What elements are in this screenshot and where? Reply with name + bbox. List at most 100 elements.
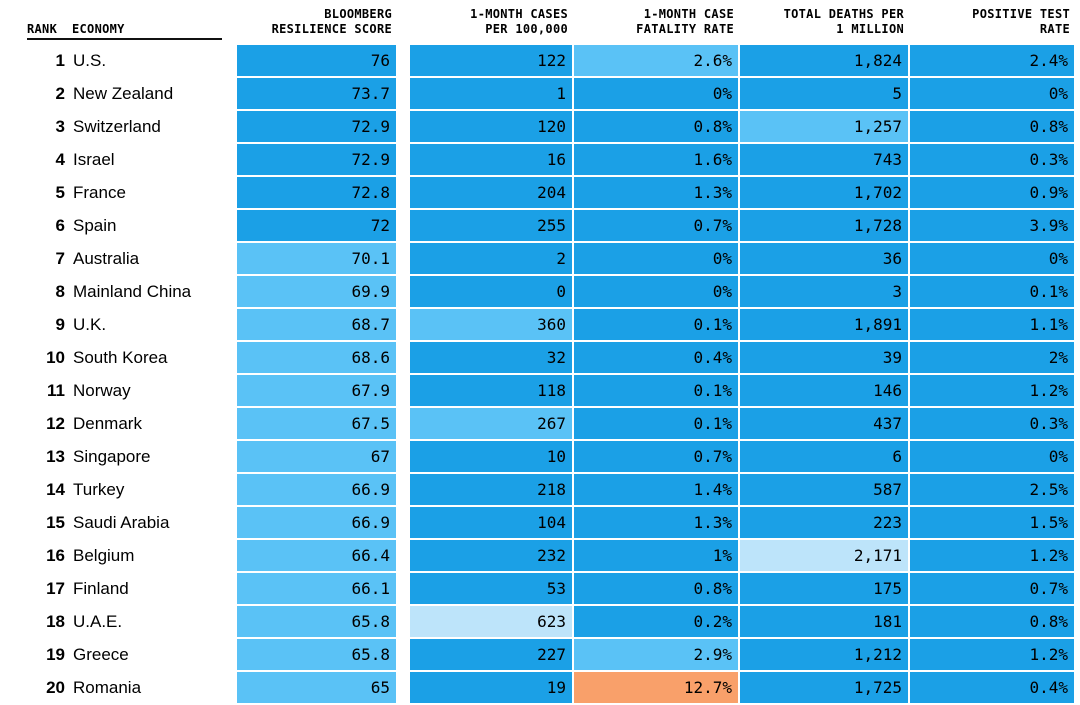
- deaths-cell: 181: [740, 606, 908, 637]
- cases-cell: 122: [410, 45, 572, 76]
- cases-cell: 2: [410, 243, 572, 274]
- deaths-cell: 743: [740, 144, 908, 175]
- rank-cell: 8: [55, 282, 65, 301]
- score-cell: 72.8: [237, 177, 396, 208]
- score-cell: 72.9: [237, 144, 396, 175]
- positivity-cell: 1.1%: [910, 309, 1074, 340]
- positivity-cell: 0%: [910, 78, 1074, 109]
- table-row: 10 South Korea 68.6 32 0.4% 39 2%: [0, 341, 1080, 374]
- rank-cell: 20: [46, 678, 65, 697]
- cfr-cell: 0.7%: [574, 441, 738, 472]
- economy-cell: Romania: [73, 678, 142, 697]
- positivity-cell: 0.7%: [910, 573, 1074, 604]
- positivity-cell: 0.8%: [910, 111, 1074, 142]
- cases-cell: 218: [410, 474, 572, 505]
- cases-cell: 104: [410, 507, 572, 538]
- positivity-cell: 0%: [910, 243, 1074, 274]
- deaths-cell: 146: [740, 375, 908, 406]
- positivity-cell: 1.5%: [910, 507, 1074, 538]
- deaths-cell: 5: [740, 78, 908, 109]
- score-cell: 67.9: [237, 375, 396, 406]
- table-row: 5 France 72.8 204 1.3% 1,702 0.9%: [0, 176, 1080, 209]
- cfr-cell: 0.1%: [574, 408, 738, 439]
- positivity-cell: 0.8%: [910, 606, 1074, 637]
- economy-cell: Singapore: [73, 447, 151, 466]
- table-row: 18 U.A.E. 65.8 623 0.2% 181 0.8%: [0, 605, 1080, 638]
- header-score-label: BLOOMBERG RESILIENCE SCORE: [271, 7, 392, 36]
- score-cell: 67: [237, 441, 396, 472]
- cfr-cell: 0.1%: [574, 375, 738, 406]
- economy-cell: Australia: [73, 249, 140, 268]
- cfr-cell: 2.6%: [574, 45, 738, 76]
- rank-cell: 19: [46, 645, 65, 664]
- rank-cell: 7: [55, 249, 65, 268]
- table-row: 14 Turkey 66.9 218 1.4% 587 2.5%: [0, 473, 1080, 506]
- cases-cell: 1: [410, 78, 572, 109]
- score-cell: 65.8: [237, 639, 396, 670]
- rank-cell: 1: [55, 51, 65, 70]
- economy-cell: Finland: [73, 579, 129, 598]
- score-cell: 65.8: [237, 606, 396, 637]
- score-cell: 67.5: [237, 408, 396, 439]
- cases-cell: 360: [410, 309, 572, 340]
- header-cases: 1-MONTH CASES PER 100,000: [410, 0, 572, 40]
- score-cell: 70.1: [237, 243, 396, 274]
- header-positivity-label: POSITIVE TEST RATE: [972, 7, 1070, 36]
- header-cfr: 1-MONTH CASE FATALITY RATE: [574, 0, 738, 40]
- table-row: 19 Greece 65.8 227 2.9% 1,212 1.2%: [0, 638, 1080, 671]
- cases-cell: 32: [410, 342, 572, 373]
- economy-cell: Spain: [73, 216, 117, 235]
- rank-cell: 4: [55, 150, 65, 169]
- table-row: 3 Switzerland 72.9 120 0.8% 1,257 0.8%: [0, 110, 1080, 143]
- cases-cell: 118: [410, 375, 572, 406]
- positivity-cell: 0%: [910, 441, 1074, 472]
- positivity-cell: 0.4%: [910, 672, 1074, 703]
- table-row: 12 Denmark 67.5 267 0.1% 437 0.3%: [0, 407, 1080, 440]
- rank-cell: 13: [46, 447, 65, 466]
- deaths-cell: 1,725: [740, 672, 908, 703]
- header-rank: RANK: [27, 0, 72, 40]
- positivity-cell: 1.2%: [910, 375, 1074, 406]
- header-deaths: TOTAL DEATHS PER 1 MILLION: [740, 0, 908, 40]
- table-row: 6 Spain 72 255 0.7% 1,728 3.9%: [0, 209, 1080, 242]
- score-cell: 72.9: [237, 111, 396, 142]
- positivity-cell: 0.3%: [910, 408, 1074, 439]
- table-row: 16 Belgium 66.4 232 1% 2,171 1.2%: [0, 539, 1080, 572]
- rank-cell: 9: [55, 315, 65, 334]
- table-row: 7 Australia 70.1 2 0% 36 0%: [0, 242, 1080, 275]
- economy-cell: Greece: [73, 645, 129, 664]
- table-row: 8 Mainland China 69.9 0 0% 3 0.1%: [0, 275, 1080, 308]
- deaths-cell: 1,728: [740, 210, 908, 241]
- header-rule: [27, 38, 222, 40]
- score-cell: 66.9: [237, 474, 396, 505]
- economy-cell: Belgium: [73, 546, 135, 565]
- rank-cell: 2: [55, 84, 65, 103]
- cases-cell: 227: [410, 639, 572, 670]
- cases-cell: 0: [410, 276, 572, 307]
- cases-cell: 16: [410, 144, 572, 175]
- table-row: 17 Finland 66.1 53 0.8% 175 0.7%: [0, 572, 1080, 605]
- cases-cell: 53: [410, 573, 572, 604]
- deaths-cell: 1,824: [740, 45, 908, 76]
- header-deaths-label: TOTAL DEATHS PER 1 MILLION: [783, 7, 904, 36]
- cfr-cell: 0%: [574, 243, 738, 274]
- economy-cell: France: [73, 183, 126, 202]
- rank-cell: 3: [55, 117, 65, 136]
- economy-cell: Mainland China: [73, 282, 192, 301]
- cfr-cell: 1.4%: [574, 474, 738, 505]
- rank-cell: 16: [46, 546, 65, 565]
- header-economy: ECONOMY: [72, 0, 222, 40]
- header-positivity: POSITIVE TEST RATE: [910, 0, 1074, 40]
- cfr-cell: 0.4%: [574, 342, 738, 373]
- rank-cell: 12: [46, 414, 65, 433]
- cfr-cell: 0%: [574, 78, 738, 109]
- positivity-cell: 0.9%: [910, 177, 1074, 208]
- score-cell: 76: [237, 45, 396, 76]
- economy-cell: New Zealand: [73, 84, 174, 103]
- rank-cell: 14: [46, 480, 65, 499]
- economy-cell: Switzerland: [73, 117, 161, 136]
- score-cell: 73.7: [237, 78, 396, 109]
- deaths-cell: 175: [740, 573, 908, 604]
- table-row: 4 Israel 72.9 16 1.6% 743 0.3%: [0, 143, 1080, 176]
